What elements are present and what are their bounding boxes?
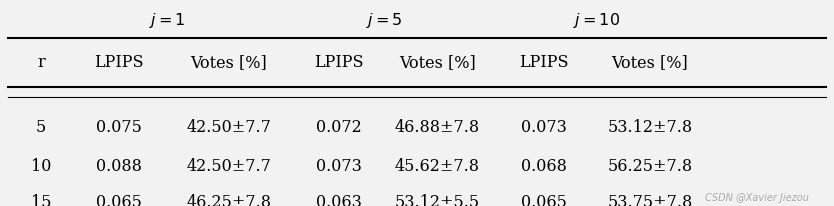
Text: 42.50±7.7: 42.50±7.7	[187, 157, 271, 174]
Text: 0.088: 0.088	[96, 157, 142, 174]
Text: $j = 10$: $j = 10$	[573, 11, 620, 30]
Text: 42.50±7.7: 42.50±7.7	[187, 119, 271, 136]
Text: 46.25±7.8: 46.25±7.8	[187, 193, 272, 206]
Text: Votes [%]: Votes [%]	[399, 54, 476, 71]
Text: 10: 10	[31, 157, 51, 174]
Text: 0.068: 0.068	[520, 157, 566, 174]
Text: LPIPS: LPIPS	[314, 54, 364, 71]
Text: CSDN @Xavier Jiezou: CSDN @Xavier Jiezou	[706, 192, 809, 202]
Text: r: r	[38, 54, 45, 71]
Text: Votes [%]: Votes [%]	[191, 54, 268, 71]
Text: 0.063: 0.063	[316, 193, 362, 206]
Text: LPIPS: LPIPS	[519, 54, 569, 71]
Text: 45.62±7.8: 45.62±7.8	[395, 157, 480, 174]
Text: 53.12±5.5: 53.12±5.5	[394, 193, 480, 206]
Text: 5: 5	[36, 119, 46, 136]
Text: 15: 15	[31, 193, 51, 206]
Text: Votes [%]: Votes [%]	[611, 54, 688, 71]
Text: 0.065: 0.065	[96, 193, 142, 206]
Text: 0.073: 0.073	[316, 157, 362, 174]
Text: 0.072: 0.072	[316, 119, 362, 136]
Text: 56.25±7.8: 56.25±7.8	[607, 157, 692, 174]
Text: 53.75±7.8: 53.75±7.8	[607, 193, 692, 206]
Text: 0.075: 0.075	[96, 119, 142, 136]
Text: 53.12±7.8: 53.12±7.8	[607, 119, 692, 136]
Text: LPIPS: LPIPS	[94, 54, 143, 71]
Text: $j = 1$: $j = 1$	[149, 11, 186, 30]
Text: $j = 5$: $j = 5$	[366, 11, 403, 30]
Text: 46.88±7.8: 46.88±7.8	[394, 119, 480, 136]
Text: 0.073: 0.073	[520, 119, 566, 136]
Text: 0.065: 0.065	[520, 193, 566, 206]
